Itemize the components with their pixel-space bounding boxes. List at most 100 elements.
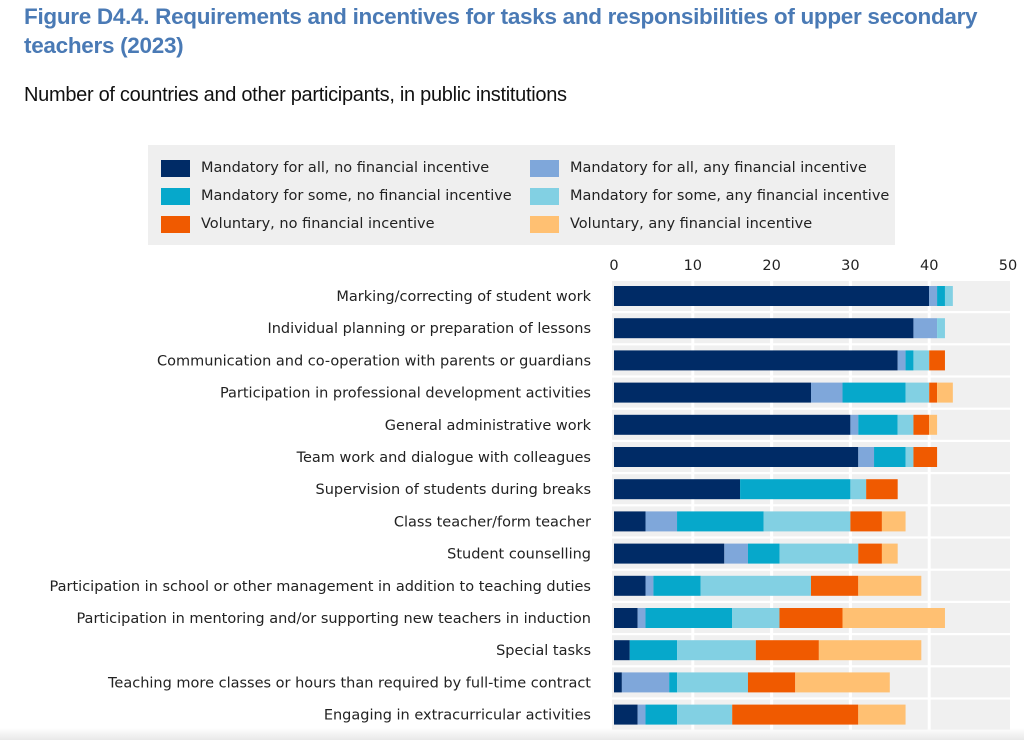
bar-segment: [677, 704, 733, 725]
category-label: Supervision of students during breaks: [315, 482, 591, 498]
bar-segment: [937, 382, 953, 403]
category-label: Marking/correcting of student work: [336, 289, 591, 305]
legend-label: Voluntary, any financial incentive: [570, 216, 813, 232]
category-label: Engaging in extracurricular activities: [324, 708, 591, 724]
legend-swatch: [530, 215, 559, 233]
legend-label: Voluntary, no financial incentive: [201, 216, 435, 232]
category-label: Individual planning or preparation of le…: [267, 321, 591, 337]
bar-segment: [614, 575, 646, 596]
bar-segment: [614, 704, 638, 725]
category-label: General administrative work: [385, 418, 592, 434]
figure-title: Figure D4.4. Requirements and incentives…: [24, 4, 978, 58]
bar-segment: [905, 447, 914, 467]
bar-segment: [614, 479, 741, 500]
bar-segment: [913, 350, 930, 371]
bar-segment: [677, 511, 764, 532]
legend-swatch: [161, 215, 190, 233]
x-tick-label: 10: [684, 258, 702, 274]
category-label: Student counselling: [447, 547, 591, 563]
legend-label: Mandatory for all, any financial incenti…: [570, 160, 867, 176]
bar-segment: [740, 479, 851, 500]
bar-segment: [779, 608, 843, 628]
bar-segment: [858, 447, 875, 467]
bar-segment: [669, 672, 678, 693]
bar-segment: [795, 672, 890, 693]
bar-segment: [645, 575, 654, 596]
bar-segment: [614, 350, 898, 371]
bar-segment: [732, 608, 780, 628]
bar-segment: [614, 543, 725, 564]
bar-segment: [881, 511, 906, 532]
bar-segment: [779, 543, 859, 564]
legend-item: Mandatory for some, no financial incenti…: [161, 186, 512, 206]
bar-segment: [944, 286, 953, 306]
bar-segment: [614, 286, 930, 306]
legend-label: Mandatory for some, any financial incent…: [570, 188, 890, 204]
category-label: Team work and dialogue with colleagues: [296, 450, 591, 466]
bar-segment: [614, 447, 859, 467]
bar-segment: [677, 672, 748, 693]
bar-segment: [897, 414, 914, 435]
bar-segment: [937, 318, 945, 339]
legend-item: Mandatory for all, no financial incentiv…: [161, 158, 489, 178]
bar-segment: [614, 608, 638, 628]
bar-segment: [897, 350, 906, 371]
bar-segment: [645, 511, 678, 532]
x-tick-label: 40: [920, 258, 938, 274]
bar-segment: [905, 350, 914, 371]
bar-segment: [858, 704, 906, 725]
legend-swatch: [161, 187, 190, 205]
bar-segment: [929, 350, 945, 371]
category-label: Participation in school or other managem…: [50, 579, 591, 595]
bar-segment: [763, 511, 851, 532]
legend-label: Mandatory for all, no financial incentiv…: [201, 160, 490, 176]
legend-item: Voluntary, no financial incentive: [161, 214, 435, 234]
bottom-shadow: [0, 728, 1024, 740]
x-tick-label: 50: [999, 258, 1017, 274]
legend-swatch: [161, 159, 190, 177]
bar-segment: [874, 447, 906, 467]
bar-segment: [929, 382, 938, 403]
bar-segment: [614, 318, 914, 339]
bar-segment: [724, 543, 748, 564]
category-label: Communication and co-operation with pare…: [157, 353, 591, 369]
bar-segment: [653, 575, 701, 596]
x-tick-label: 30: [841, 258, 859, 274]
legend-item: Voluntary, any financial incentive: [530, 214, 812, 234]
bar-segment: [850, 479, 867, 500]
bar-segment: [637, 608, 646, 628]
bar-segment: [811, 575, 859, 596]
legend-label: Mandatory for some, no financial incenti…: [201, 188, 512, 204]
bar-segment: [929, 286, 938, 306]
bar-segment: [645, 608, 733, 628]
bar-segment: [732, 704, 859, 725]
figure-subtitle: Number of countries and other participan…: [24, 84, 567, 106]
bar-segment: [614, 672, 622, 693]
bar-segment: [850, 511, 882, 532]
bar-segment: [929, 414, 938, 435]
bar-segment: [677, 640, 756, 661]
category-label: Special tasks: [496, 643, 591, 659]
bar-segment: [842, 382, 906, 403]
x-tick-label: 20: [762, 258, 780, 274]
bar-segment: [811, 382, 843, 403]
bar-segment: [700, 575, 811, 596]
bar-segment: [614, 382, 811, 403]
category-label: Teaching more classes or hours than requ…: [107, 675, 591, 691]
bar-segment: [905, 382, 930, 403]
bar-segment: [747, 543, 780, 564]
bar-segment: [913, 414, 930, 435]
bar-segment: [858, 543, 882, 564]
bar-segment: [637, 704, 646, 725]
category-label: Participation in professional developmen…: [220, 386, 591, 402]
category-label: Participation in mentoring and/or suppor…: [76, 611, 591, 627]
bar-segment: [881, 543, 898, 564]
bar-segment: [614, 640, 630, 661]
category-label: Class teacher/form teacher: [394, 514, 591, 530]
bar-segment: [858, 414, 898, 435]
legend-swatch: [530, 159, 559, 177]
legend-swatch: [530, 187, 559, 205]
legend-item: Mandatory for all, any financial incenti…: [530, 158, 867, 178]
bar-segment: [614, 414, 851, 435]
